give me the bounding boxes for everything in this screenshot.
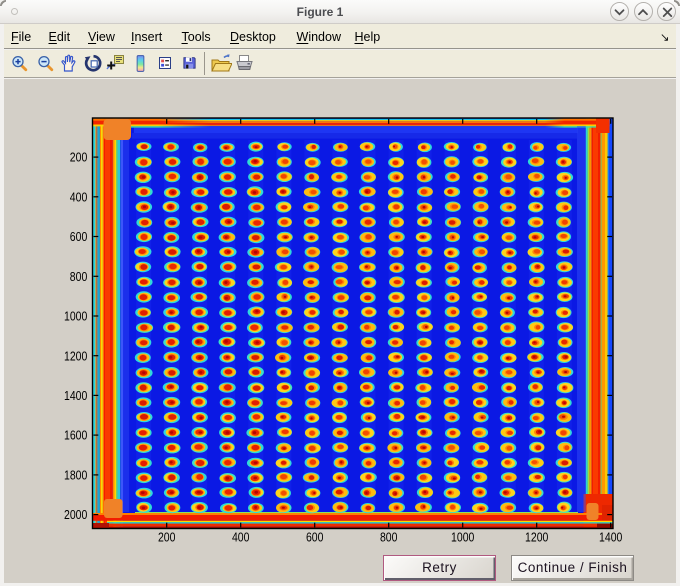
svg-text:800: 800 [380,530,398,545]
svg-text:200: 200 [70,150,88,165]
svg-text:400: 400 [70,189,88,204]
svg-text:600: 600 [306,530,324,545]
svg-text:1200: 1200 [64,348,87,363]
svg-text:1000: 1000 [64,309,87,324]
svg-text:1200: 1200 [525,530,548,545]
svg-text:2000: 2000 [64,507,87,522]
svg-text:1800: 1800 [64,468,87,483]
svg-text:200: 200 [158,530,176,545]
svg-text:400: 400 [232,530,250,545]
svg-text:800: 800 [70,269,88,284]
svg-text:1600: 1600 [64,428,87,443]
svg-text:1400: 1400 [599,530,622,545]
svg-text:600: 600 [70,229,88,244]
svg-text:1400: 1400 [64,388,87,403]
svg-text:1000: 1000 [451,530,474,545]
